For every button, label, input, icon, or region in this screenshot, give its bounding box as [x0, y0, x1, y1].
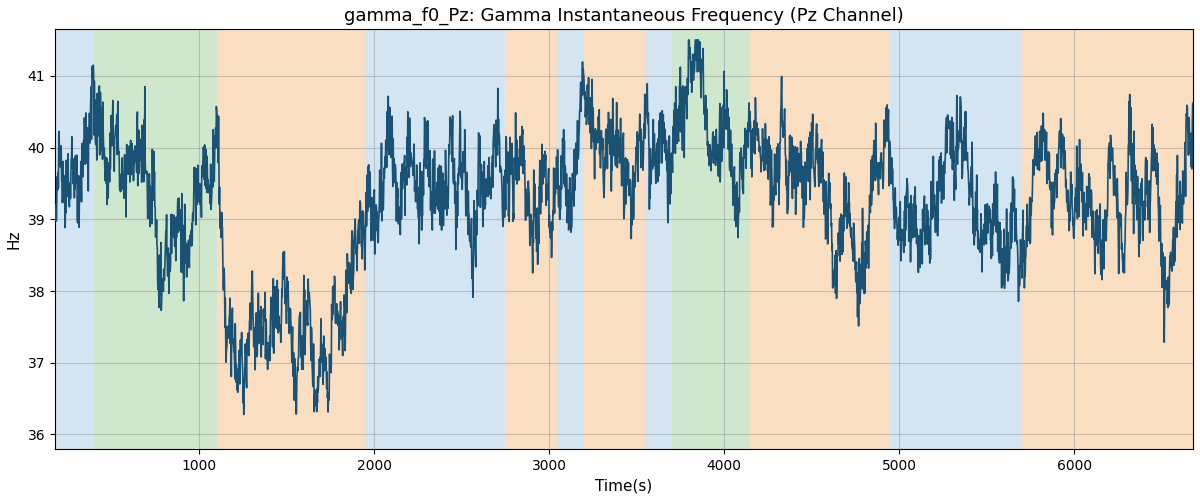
- Bar: [217, 30, 366, 449]
- X-axis label: Time(s): Time(s): [595, 478, 653, 493]
- Bar: [672, 30, 750, 449]
- Y-axis label: Hz: Hz: [7, 230, 22, 249]
- Bar: [366, 30, 505, 449]
- Bar: [505, 30, 558, 449]
- Bar: [558, 30, 584, 449]
- Bar: [646, 30, 672, 449]
- Bar: [750, 30, 890, 449]
- Bar: [95, 30, 217, 449]
- Bar: [55, 30, 95, 449]
- Bar: [1021, 30, 1193, 449]
- Bar: [890, 30, 1021, 449]
- Bar: [584, 30, 646, 449]
- Title: gamma_f0_Pz: Gamma Instantaneous Frequency (Pz Channel): gamma_f0_Pz: Gamma Instantaneous Frequen…: [344, 7, 904, 25]
